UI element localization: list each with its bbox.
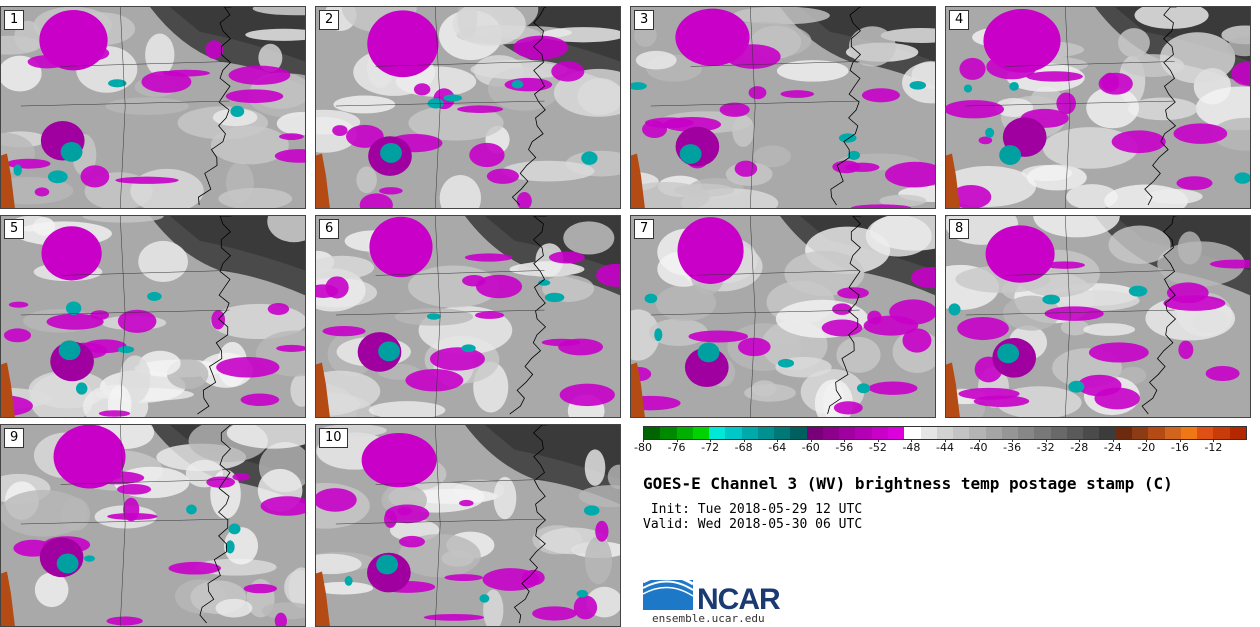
map-image — [1, 7, 305, 208]
colorbar-segment — [741, 427, 758, 439]
colorbar-segment — [1180, 427, 1198, 439]
map-image — [946, 7, 1250, 208]
map-panel-2: 2 — [315, 6, 621, 209]
map-image — [631, 7, 935, 208]
colorbar-tick-label: -24 — [1103, 439, 1122, 454]
colorbar-segment — [871, 427, 888, 439]
colorbar-tick-label: -72 — [701, 439, 720, 454]
colorbar-segment — [660, 427, 677, 439]
colorbar-segment — [920, 427, 937, 439]
colorbar-segment — [1066, 427, 1084, 439]
colorbar-segment — [709, 427, 726, 439]
colorbar-segment — [1083, 427, 1100, 439]
colorbar-segment — [1148, 427, 1165, 439]
figure-title: GOES-E Channel 3 (WV) brightness temp po… — [643, 474, 1173, 493]
colorbar-segment — [1034, 427, 1051, 439]
colorbar-segment — [839, 427, 856, 439]
colorbar-segment — [1229, 427, 1246, 439]
panel-number: 6 — [319, 219, 340, 239]
map-panel-9: 9 — [0, 424, 306, 627]
map-panel-6: 6 — [315, 215, 621, 418]
colorbar-tick-label: -36 — [1003, 439, 1022, 454]
colorbar-segment — [953, 427, 970, 439]
ncar-logo-icon — [643, 574, 694, 610]
colorbar-segment — [676, 427, 693, 439]
map-image — [316, 425, 620, 626]
colorbar-segment — [855, 427, 872, 439]
map-panel-3: 3 — [630, 6, 936, 209]
panel-number: 2 — [319, 10, 340, 30]
logo-text: NCAR — [697, 583, 781, 616]
colorbar-segment — [904, 427, 921, 439]
colorbar-segment — [1115, 427, 1132, 439]
map-image — [946, 216, 1250, 417]
map-panel-7: 7 — [630, 215, 936, 418]
colorbar-tick-label: -68 — [734, 439, 753, 454]
colorbar-segment — [1131, 427, 1149, 439]
panel-number: 10 — [319, 428, 348, 448]
colorbar-tick-label: -28 — [1070, 439, 1089, 454]
colorbar-segment — [969, 427, 986, 439]
colorbar-segment — [1001, 427, 1019, 439]
colorbar-segment — [1164, 427, 1181, 439]
colorbar-tick-label: -20 — [1137, 439, 1156, 454]
map-image — [631, 216, 935, 417]
colorbar-tick-label: -16 — [1170, 439, 1189, 454]
colorbar-tick-label: -32 — [1036, 439, 1055, 454]
panel-number: 9 — [4, 428, 25, 448]
colorbar-tick-label: -60 — [801, 439, 820, 454]
colorbar-segment — [1018, 427, 1035, 439]
colorbar-segment — [985, 427, 1002, 439]
map-image — [316, 216, 620, 417]
panel-number: 5 — [4, 219, 25, 239]
colorbar-segment — [790, 427, 807, 439]
map-image — [1, 216, 305, 417]
colorbar-tick-label: -76 — [667, 439, 686, 454]
colorbar-segment — [692, 427, 710, 439]
colorbar-segment — [1197, 427, 1214, 439]
colorbar-segment — [806, 427, 823, 439]
colorbar-tick-label: -52 — [868, 439, 887, 454]
colorbar-segment — [644, 427, 661, 439]
map-image — [316, 7, 620, 208]
valid-time: Valid: Wed 2018-05-30 06 UTC — [643, 517, 863, 532]
colorbar-tick-label: -48 — [902, 439, 921, 454]
colorbar-segment — [887, 427, 905, 439]
colorbar-segment — [757, 427, 775, 439]
map-panel-1: 1 — [0, 6, 306, 209]
colorbar — [643, 426, 1247, 440]
colorbar-segment — [936, 427, 954, 439]
panel-number: 1 — [4, 10, 25, 30]
panel-number: 3 — [634, 10, 655, 30]
colorbar-tick-label: -64 — [768, 439, 787, 454]
site-url: ensemble.ucar.edu — [652, 612, 765, 625]
colorbar-segment — [1099, 427, 1116, 439]
colorbar-segment — [1050, 427, 1067, 439]
map-panel-10: 10 — [315, 424, 621, 627]
colorbar-segment — [725, 427, 742, 439]
panel-number: 7 — [634, 219, 655, 239]
colorbar-tick-label: -44 — [936, 439, 954, 454]
map-panel-8: 8 — [945, 215, 1251, 418]
colorbar-segment — [774, 427, 791, 439]
map-panel-4: 4 — [945, 6, 1251, 209]
panel-number: 8 — [949, 219, 970, 239]
colorbar-segment — [822, 427, 840, 439]
colorbar-segment — [1213, 427, 1230, 439]
colorbar-tick-label: -12 — [1204, 439, 1223, 454]
colorbar-ticks: -80 -76 -72 -68 -64 -60 -56 -52 -48 -44 -40 -36 -32-… — [634, 439, 1247, 461]
colorbar-tick-label: -80 — [634, 439, 652, 454]
colorbar-tick-label: -40 — [969, 439, 988, 454]
colorbar-tick-label: -56 — [835, 439, 854, 454]
map-panel-5: 5 — [0, 215, 306, 418]
init-time: Init: Tue 2018-05-29 12 UTC — [643, 502, 863, 517]
map-image — [1, 425, 305, 626]
panel-number: 4 — [949, 10, 970, 30]
